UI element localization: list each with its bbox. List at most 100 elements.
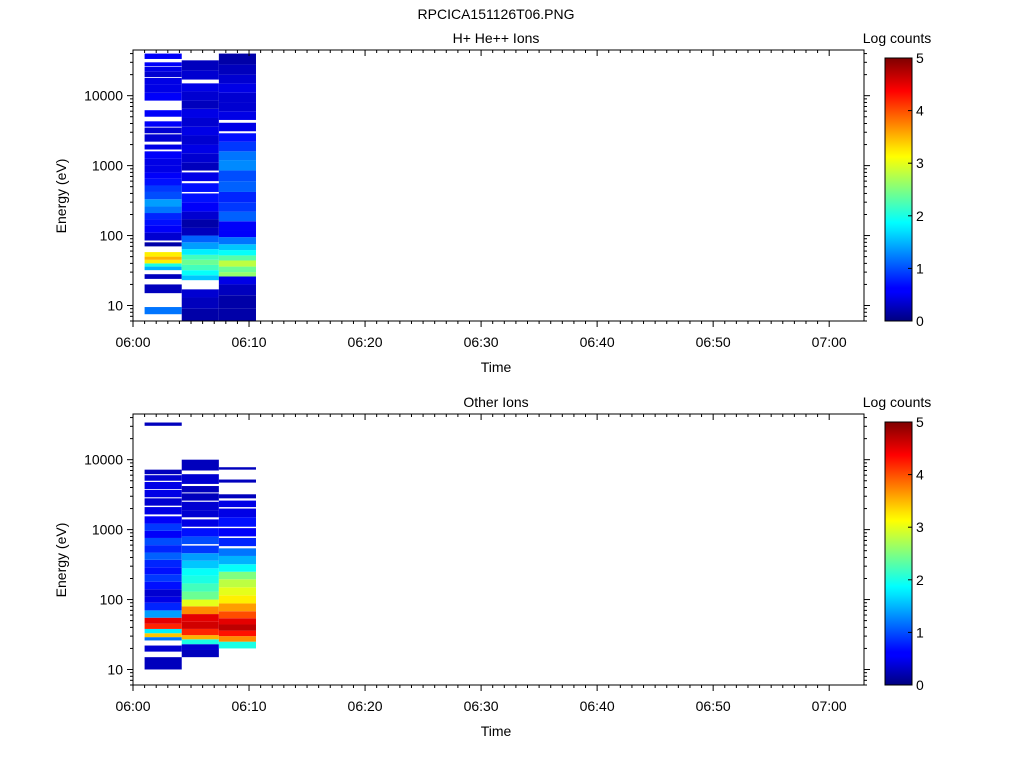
heatmap-cell [144,256,182,260]
x-tick-label: 07:00 [812,334,847,350]
colorbar-tick-label: 0 [916,677,924,693]
heatmap-cell [218,74,256,84]
heatmap-cell [181,639,219,645]
heatmap-cell [218,555,256,565]
heatmap-cell [218,528,256,537]
heatmap-cell [144,232,182,241]
heatmap-cell [181,172,219,182]
heatmap-cell [144,637,182,641]
heatmap-cell [181,459,219,471]
heatmap-cell [218,111,256,120]
heatmap-cell [181,70,219,80]
colorbar-tick-label: 4 [916,467,924,483]
heatmap-cell [218,579,256,588]
heatmap-cell [144,602,182,611]
heatmap-cell [181,474,219,484]
heatmap-cell [218,221,256,231]
heatmap-cell [218,537,256,547]
heatmap-cell [218,191,256,203]
heatmap-cell [144,469,182,475]
heatmap-cell [144,92,182,101]
heatmap-cell [181,270,219,276]
heatmap-cell [144,172,182,179]
heatmap-cell [218,603,256,612]
heatmap-cell [181,275,219,281]
y-tick-label: 10000 [84,452,123,468]
heatmap-cell [144,552,182,560]
heatmap-cell [181,254,219,260]
heatmap-cell [218,284,256,296]
heatmap-cell [181,614,219,622]
heatmap-cell [181,249,219,255]
heatmap-cell [181,60,219,71]
heatmap-cell [218,508,256,518]
x-tick-label: 06:20 [348,334,383,350]
heatmap-cell [144,628,182,634]
heatmap-cell [218,272,256,277]
x-tick-label: 06:50 [696,698,731,714]
plot-frame [132,413,865,686]
heatmap-cell [144,307,182,315]
heatmap-cell [218,202,256,212]
heatmap-cell [218,133,256,142]
y-tick-label: 10 [107,661,123,677]
x-axis-label: Time [481,359,512,375]
heatmap-cell [218,618,256,625]
heatmap-cell [218,564,256,572]
heatmap-cell [144,657,182,670]
heatmap-cell [218,276,256,285]
x-ticks: 06:00 06:10 06:20 06:30 06:40 06:50 07:00 [115,50,847,350]
heatmap-cell [181,211,219,220]
x-tick-label: 06:00 [115,334,150,350]
heatmap-cell [218,494,256,499]
heatmap-cell [218,122,256,132]
y-tick-label: 100 [100,228,124,244]
heatmap-cell [218,160,256,171]
heatmap-cell [218,571,256,580]
heatmap-cell [144,589,182,597]
heatmap-cell [144,158,182,166]
heatmap-cell [144,567,182,575]
heatmap-cell [218,170,256,182]
x-tick-label: 06:30 [464,334,499,350]
heatmap-cell [144,623,182,629]
heatmap-cell [218,250,256,256]
heatmap-cells [144,53,256,321]
x-tick-label: 06:00 [115,698,150,714]
heatmap-cell [181,486,219,493]
heatmap-cell [144,596,182,603]
x-tick-label: 06:10 [232,698,267,714]
colorbar-label: Log counts [863,30,932,46]
heatmap-cell [144,134,182,142]
heatmap-cell [144,516,182,524]
heatmap-cell [218,548,256,556]
colorbar-tick-label: 0 [916,313,924,329]
colorbar-tick-label: 1 [916,624,924,640]
x-tick-label: 06:40 [580,334,615,350]
heatmap-cell [144,219,182,226]
heatmap-cell [218,230,256,238]
heatmap-cell [218,260,256,267]
heatmap-cell [144,206,182,214]
heatmap-cell [181,193,219,203]
heatmap-cell [144,213,182,220]
heatmap-cell [218,308,256,321]
heatmap-cell [181,501,219,511]
heatmap-cell [181,649,219,658]
y-tick-label: 1000 [92,158,123,174]
heatmap-cell [181,493,219,501]
heatmap-cell [181,135,219,145]
heatmap-cell [144,191,182,200]
heatmap-cell [181,117,219,127]
heatmap-cell [144,610,182,618]
heatmap-cell [218,517,256,527]
y-tick-label: 1000 [92,522,123,538]
heatmap-cell [218,624,256,631]
panel-other-ions: Other Ions Log counts Energy (eV) Time 0… [53,394,931,739]
heatmap-cell [144,574,182,582]
x-tick-label: 06:10 [232,334,267,350]
heatmap-cell [218,151,256,161]
heatmap-cell [218,102,256,112]
heatmap-cell [144,274,182,279]
